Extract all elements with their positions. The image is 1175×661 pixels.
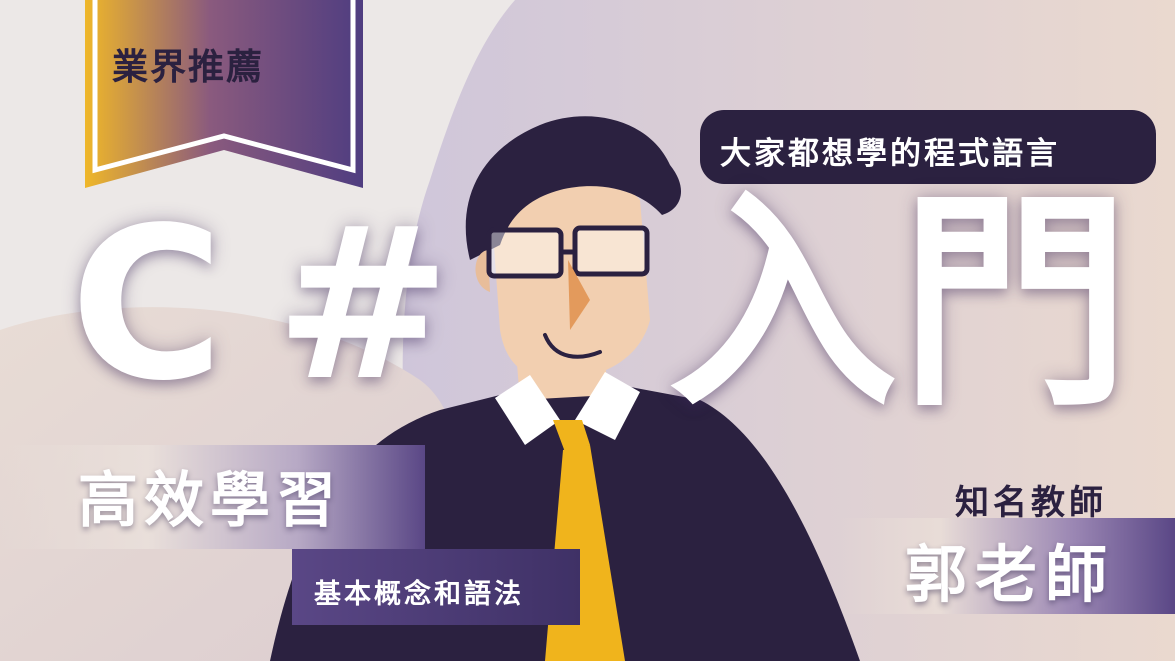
teacher-label: 知名教師: [955, 483, 1107, 523]
feature-band: [0, 445, 425, 549]
banner-ribbon: [85, 0, 363, 188]
feature-headline: 高效學習: [78, 466, 342, 536]
glasses-icon: [486, 225, 650, 279]
title-men: 門: [900, 171, 1131, 438]
title-hash: #: [275, 182, 451, 427]
feature-sub-band: [292, 549, 580, 625]
teacher-band: [840, 518, 1175, 614]
title-ru: 入: [668, 171, 899, 438]
teacher-name: 郭老師: [905, 538, 1116, 611]
badge-label: 業界推薦: [112, 47, 265, 88]
tagline-text: 大家都想學的程式語言: [720, 136, 1060, 172]
tagline-pill: [700, 110, 1156, 184]
title-c: C: [70, 182, 225, 427]
feature-subline: 基本概念和語法: [314, 579, 524, 610]
